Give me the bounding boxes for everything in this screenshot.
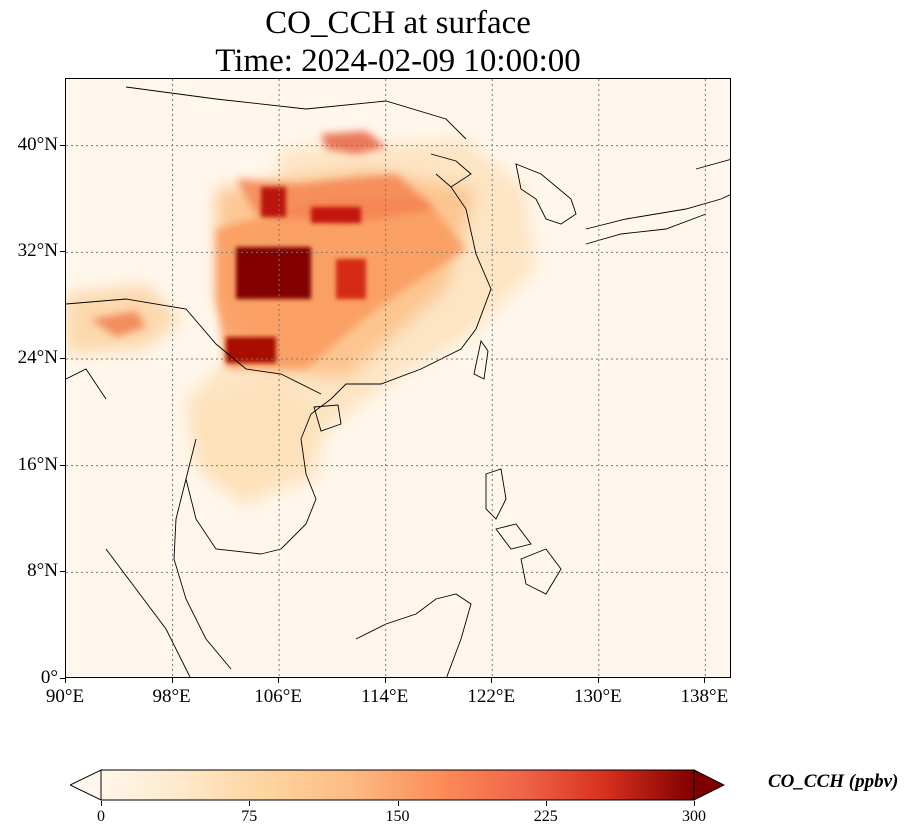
colorbar-tickmark [101,801,102,806]
lon-tick-label: 98°E [152,686,191,707]
plume-south-band [186,379,326,499]
lat-tick-label: 0° [40,667,58,688]
lat-tick-label: 24°N [17,347,58,368]
lat-tickmark [60,678,65,679]
south-china-border [66,298,322,395]
plume-north-patch [321,131,386,154]
co-concentration-field [66,131,536,509]
plume-west-patch [91,311,146,337]
malay-peninsula [173,478,232,670]
plume-hotspot-main [236,247,311,299]
plume-hotspot-north [261,187,286,217]
lat-tickmark [60,251,65,253]
hainan-outline [313,404,342,432]
colorbar-gradient [100,769,695,801]
japan-hokkaido [695,159,730,170]
philippines-visayas [495,523,532,550]
title-line-1: CO_CCH at surface [265,5,531,41]
colorbar-tick-label: 75 [241,808,258,825]
plume-hotspot-northeast [311,207,361,223]
title-line-2: Time: 2024-02-09 10:00:00 [215,43,581,79]
map-canvas [66,79,730,677]
colorbar-tickmark [694,801,695,806]
coastlines [66,86,730,677]
japan-kyushu-honshu [585,194,730,230]
colorbar [70,769,725,801]
philippines-luzon [485,468,507,520]
lat-tick-label: 32°N [17,240,58,262]
colorbar-tick-label: 0 [97,808,105,825]
japan-honshu-south [585,213,707,245]
lon-tick-label: 130°E [573,686,622,707]
lat-tickmark [60,144,65,146]
mongolia-border [125,86,467,140]
lon-tick-label: 90°E [45,686,85,707]
indochina-coast [260,398,332,555]
colorbar-tickmark [249,801,251,806]
taiwan-outline [473,339,489,380]
plume-hotspot-east [336,259,366,299]
colorbar-extend-low [70,769,102,801]
bohai-coast [430,153,472,188]
colorbar-tickmark [545,801,547,806]
gridlines [66,79,730,677]
lat-tickmark [60,464,65,466]
colorbar-tick-label: 150 [385,808,410,825]
india-coast [66,368,107,400]
lon-tickmark [597,678,599,683]
lat-tickmark [60,358,65,359]
lon-tickmark [704,678,706,683]
colorbar-tick-label: 300 [682,808,706,825]
lon-tickmark [278,678,280,683]
map-panel [65,78,731,678]
colorbar-extend-high [693,769,725,801]
lat-tick-label: 16°N [17,453,58,475]
lat-tickmark [60,571,65,573]
lon-tickmark [491,678,493,683]
lat-tick-label: 8°N [27,560,58,582]
colorbar-title: CO_CCH (ppbv) [768,771,899,792]
colorbar-tickmark [397,801,399,806]
lon-tickmark [65,678,66,683]
sumatra-outline [105,548,191,677]
korea-outline [515,163,577,225]
lon-tick-label: 138°E [680,686,729,707]
china-coastline [330,186,492,400]
lat-tick-label: 40°N [17,133,58,155]
philippines-mindanao [520,548,562,595]
lon-tickmark [384,678,386,683]
borneo-outline [355,593,472,677]
lon-tick-label: 106°E [254,686,302,707]
lon-tick-label: 114°E [361,686,409,707]
thai-gulf-coast [185,438,262,555]
lon-tickmark [171,678,173,683]
colorbar-tick-label: 225 [533,808,558,825]
lon-tick-label: 122°E [467,686,516,707]
